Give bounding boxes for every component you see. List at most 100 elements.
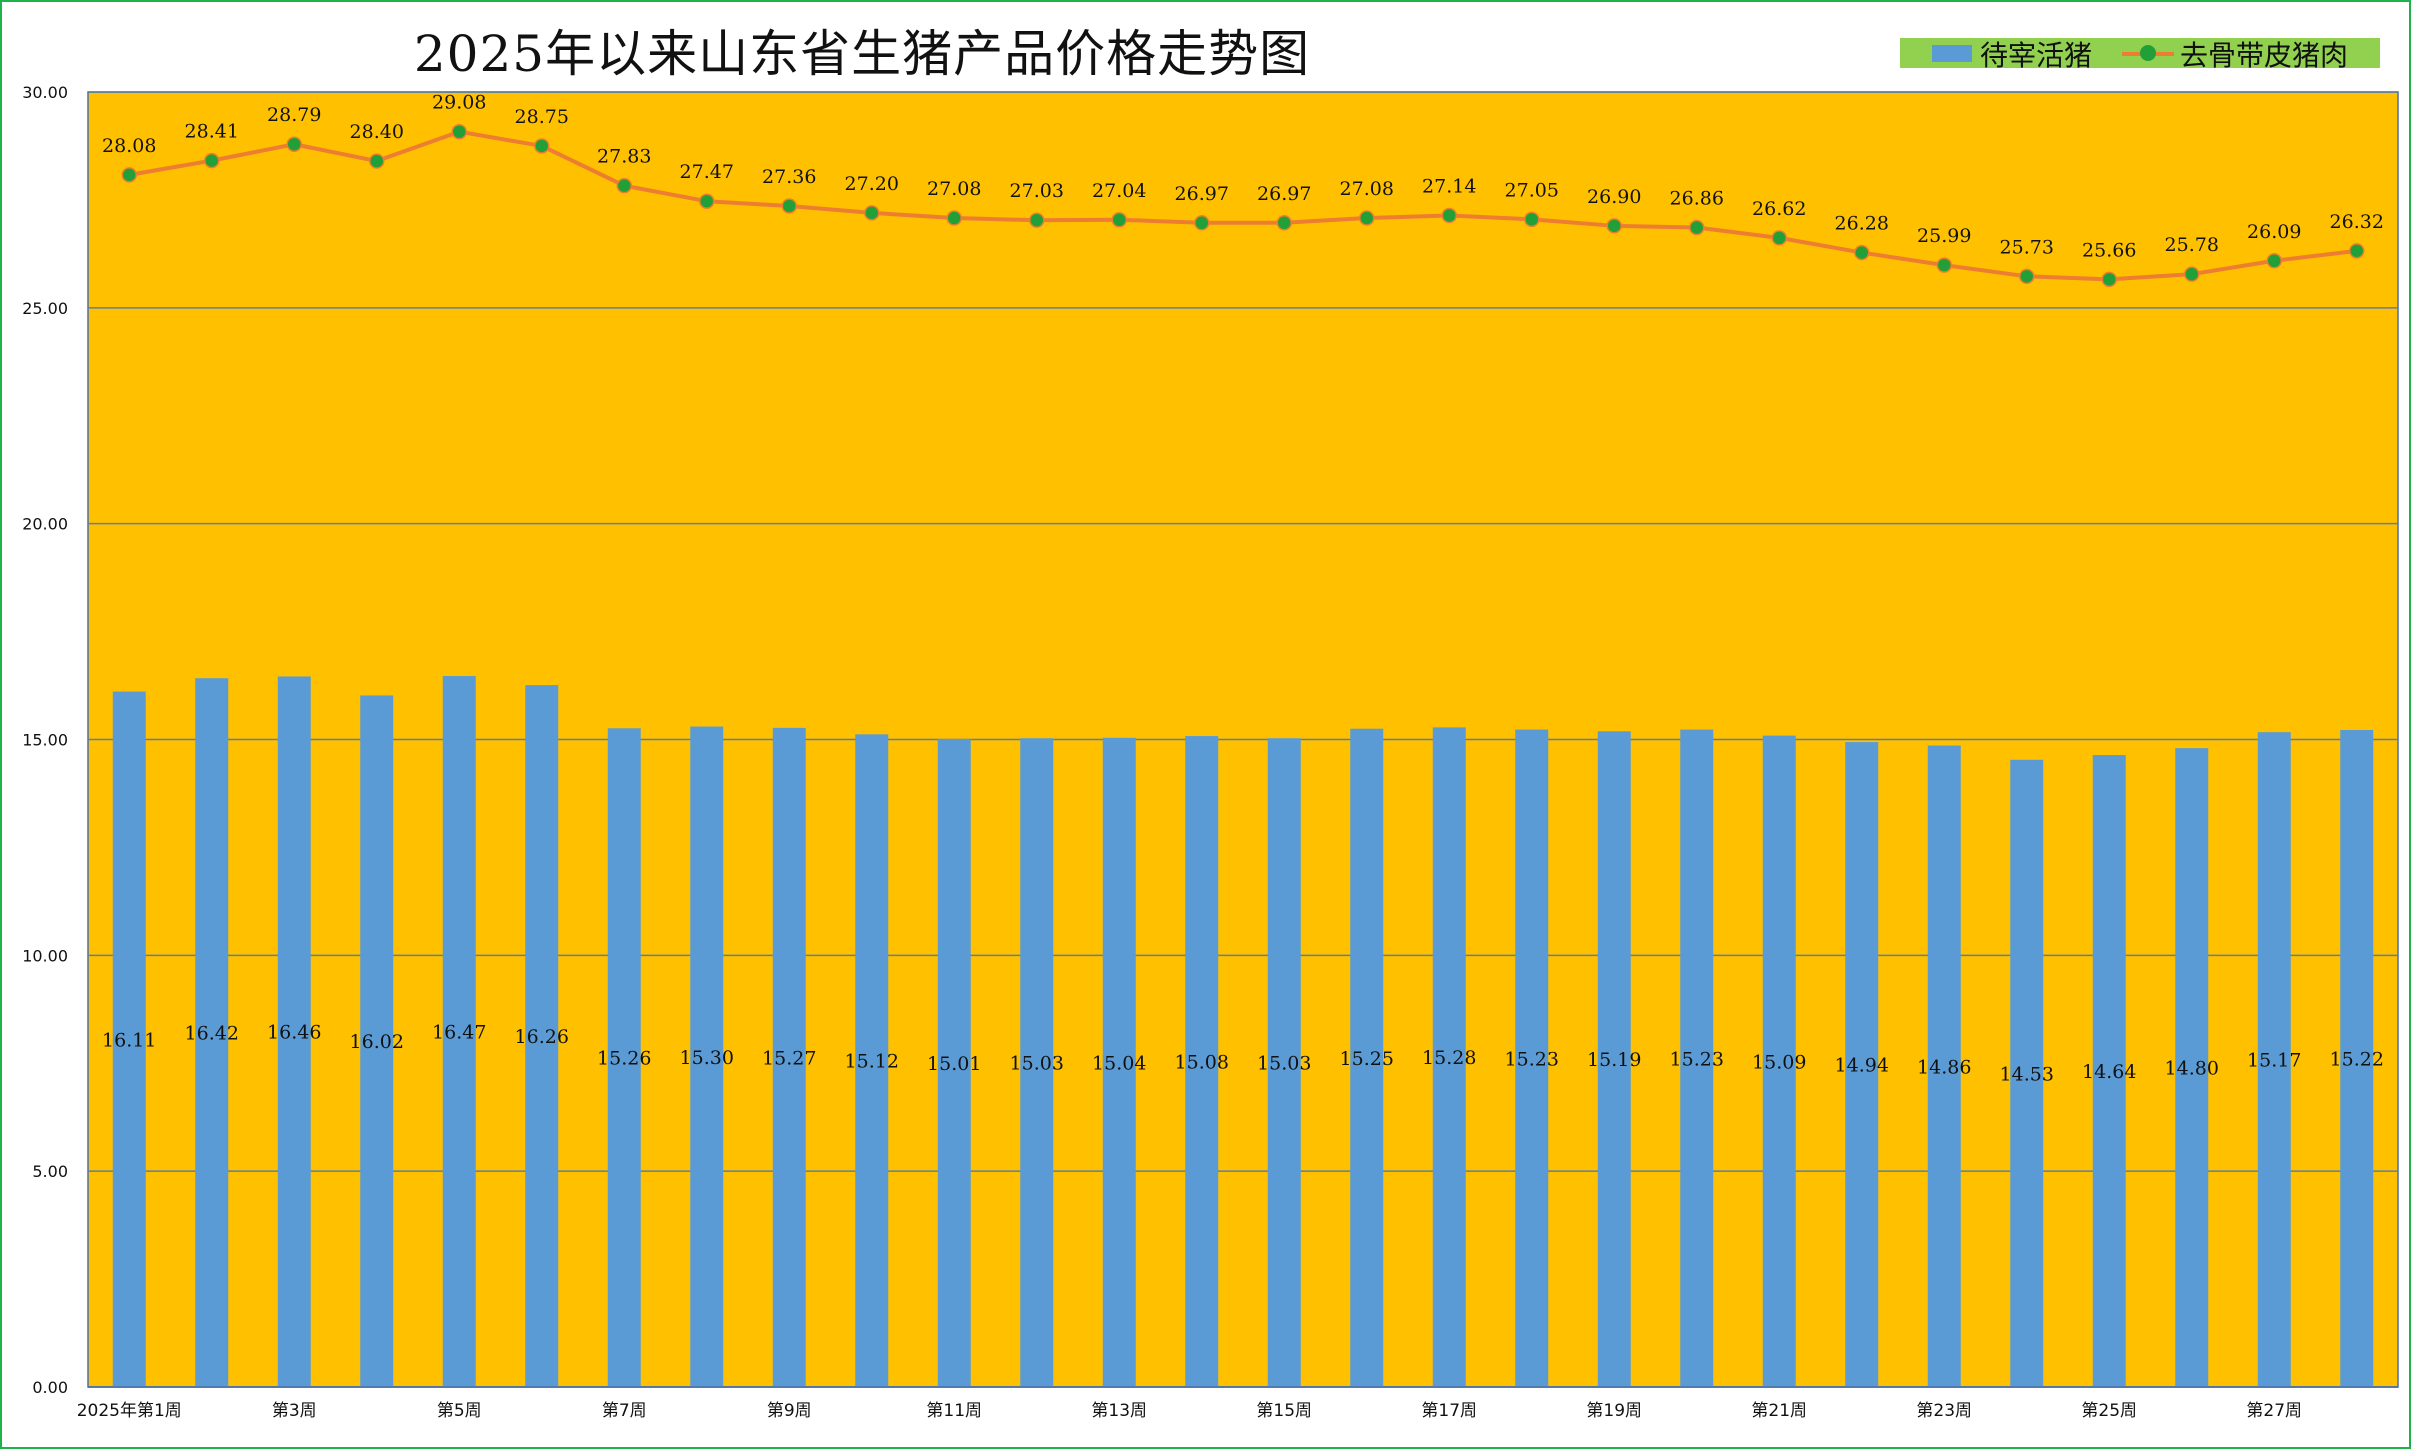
bar-value-label: 15.03 <box>1010 1053 1064 1075</box>
bar <box>2257 732 2291 1387</box>
line-marker <box>699 193 715 209</box>
bar-value-label: 15.27 <box>762 1047 816 1069</box>
legend: 待宰活猪 去骨带皮猪肉 <box>1900 38 2380 72</box>
bar <box>1267 738 1301 1387</box>
line-value-label: 27.47 <box>680 161 734 183</box>
bar <box>360 695 394 1387</box>
bar-value-label: 15.30 <box>680 1047 734 1069</box>
line-marker <box>864 205 880 221</box>
bar <box>1597 731 1631 1387</box>
line-series <box>128 129 2357 282</box>
line-marker <box>1606 218 1622 234</box>
bar <box>607 728 641 1387</box>
bar <box>1680 729 1714 1387</box>
line-marker <box>121 167 137 183</box>
bar <box>690 726 724 1387</box>
x-tick-label: 第23周 <box>1916 1401 1972 1421</box>
x-tick-label: 第3周 <box>272 1401 317 1421</box>
line-value-label: 26.90 <box>1587 186 1641 208</box>
legend-label-line: 去骨带皮猪肉 <box>2180 39 2349 72</box>
line-marker <box>616 177 632 194</box>
bar-value-label: 15.01 <box>927 1053 981 1075</box>
line-marker <box>1111 212 1127 228</box>
line-value-label: 28.75 <box>515 106 569 128</box>
line-marker <box>2184 266 2200 282</box>
line-value-label: 27.03 <box>1010 180 1064 202</box>
y-tick-label: 25.00 <box>22 299 68 318</box>
bar-value-label: 15.08 <box>1175 1052 1229 1074</box>
line-value-label: 27.08 <box>1340 178 1394 200</box>
line-value-label: 25.99 <box>1917 225 1971 247</box>
bar-value-label: 16.46 <box>267 1022 321 1044</box>
bar-value-label: 15.19 <box>1587 1049 1641 1071</box>
line-marker <box>1359 210 1375 226</box>
bar-value-label: 14.94 <box>1835 1055 1889 1077</box>
bar-value-label: 15.22 <box>2330 1049 2384 1071</box>
bar-value-label: 14.86 <box>1917 1056 1971 1078</box>
line-value-label: 27.05 <box>1505 179 1559 201</box>
x-tick-label: 第17周 <box>1421 1401 1477 1421</box>
line-marker <box>1936 257 1952 273</box>
bar-value-label: 16.47 <box>432 1022 486 1044</box>
y-tick-label: 30.00 <box>22 83 68 102</box>
line-value-label: 25.78 <box>2165 234 2219 256</box>
line-value-label: 26.09 <box>2247 221 2301 243</box>
bar <box>1515 729 1549 1387</box>
bar <box>1432 727 1466 1387</box>
line-value-label: 28.79 <box>267 104 321 126</box>
line-value-label: 26.97 <box>1257 183 1311 205</box>
line-value-label: 26.62 <box>1752 198 1806 220</box>
line-value-label: 27.14 <box>1422 175 1476 197</box>
line-marker <box>534 138 550 154</box>
y-tick-label: 10.00 <box>22 946 68 965</box>
line-marker <box>1194 215 1210 231</box>
bar-value-label: 14.80 <box>2165 1058 2219 1080</box>
line-value-label: 26.86 <box>1670 188 1724 210</box>
x-tick-label: 第21周 <box>1751 1401 1807 1421</box>
line-marker <box>369 153 385 169</box>
line-value-label: 27.36 <box>762 166 816 188</box>
bar-value-label: 15.26 <box>597 1048 651 1070</box>
bar-value-label: 14.64 <box>2082 1061 2136 1083</box>
line-value-label: 26.28 <box>1835 213 1889 235</box>
bar <box>1020 738 1054 1387</box>
bar <box>1762 735 1796 1387</box>
bar-value-label: 16.02 <box>350 1031 404 1053</box>
y-tick-label: 15.00 <box>22 731 68 750</box>
line-marker <box>1689 219 1705 236</box>
line-marker <box>1276 215 1292 231</box>
chart-title: 2025年以来山东省生猪产品价格走势图 <box>413 25 1311 83</box>
x-tick-label: 第15周 <box>1256 1401 1312 1421</box>
line-marker <box>286 136 302 152</box>
bar-value-label: 15.12 <box>845 1051 899 1073</box>
x-tick-label: 第5周 <box>437 1401 482 1421</box>
bar-value-label: 15.04 <box>1092 1052 1146 1074</box>
bar-value-label: 15.09 <box>1752 1051 1806 1073</box>
line-value-label: 27.08 <box>927 178 981 200</box>
bar <box>195 678 229 1387</box>
bar <box>772 727 806 1387</box>
bar <box>525 685 559 1387</box>
line-marker <box>1771 230 1787 246</box>
bar <box>277 676 311 1387</box>
line-marker <box>2019 268 2035 285</box>
bar <box>1845 742 1879 1387</box>
line-value-label: 28.40 <box>350 121 404 143</box>
line-value-label: 27.04 <box>1092 180 1146 202</box>
line-marker <box>1524 211 1540 228</box>
line-marker <box>2349 243 2365 259</box>
line-marker <box>1854 244 1870 261</box>
bar <box>1350 728 1384 1387</box>
bar-value-label: 14.53 <box>2000 1063 2054 1085</box>
x-tick-label: 第11周 <box>926 1401 982 1421</box>
line-value-label: 27.20 <box>845 173 899 195</box>
x-tick-label: 2025年第1周 <box>77 1401 182 1421</box>
bar-value-label: 15.28 <box>1422 1047 1476 1069</box>
bar <box>2175 748 2209 1387</box>
line-marker <box>204 152 220 169</box>
bar <box>442 676 476 1387</box>
legend-marker-dot <box>2140 45 2156 61</box>
line-value-label: 28.08 <box>102 135 156 157</box>
line-marker <box>1441 207 1457 224</box>
